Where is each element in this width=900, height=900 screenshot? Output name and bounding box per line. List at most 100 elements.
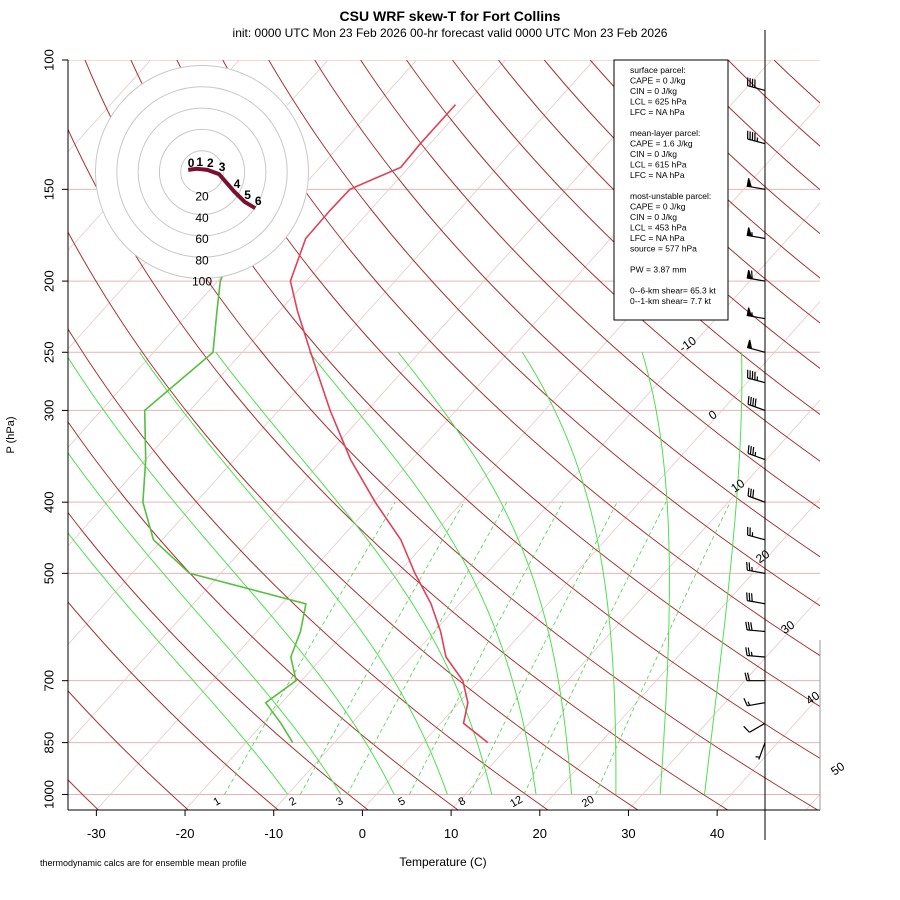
moist-adiabat <box>641 352 670 795</box>
dry-adiabat <box>406 60 820 462</box>
info-text: CIN = 0 J/kg <box>630 149 677 159</box>
mixing-ratio-label: 2 <box>287 795 298 808</box>
x-tick-label: 40 <box>710 826 724 841</box>
y-tick-label: 850 <box>41 732 56 754</box>
footnote: thermodynamic calcs are for ensemble mea… <box>40 858 247 868</box>
wind-barb <box>746 339 766 353</box>
isotherm <box>628 596 820 810</box>
wind-barb <box>746 307 766 320</box>
dry-adiabat <box>68 421 459 810</box>
info-text: LCL = 453 hPa <box>630 223 687 233</box>
isotherm-label: -10 <box>677 333 700 355</box>
hodograph-ring-label: 80 <box>195 253 209 267</box>
info-text: CAPE = 0 J/kg <box>630 76 686 86</box>
info-text: most-unstable parcel: <box>630 191 711 201</box>
info-text: LFC = NA hPa <box>630 107 685 117</box>
mixing-ratio-label: 20 <box>580 794 597 811</box>
dry-adiabat <box>68 128 729 810</box>
hodograph-ring-label: 40 <box>195 211 209 225</box>
hodograph-background <box>95 65 309 279</box>
mixing-ratio-label: 12 <box>508 794 525 811</box>
mixing-ratio-line <box>469 502 618 795</box>
wind-barb <box>746 178 766 190</box>
profile-line <box>142 238 307 744</box>
wind-barb <box>747 487 766 503</box>
moist-adiabat <box>138 352 448 795</box>
hodograph-label: 2 <box>207 156 214 170</box>
wind-barb <box>747 77 766 91</box>
wind-barb <box>746 269 766 282</box>
wind-barb <box>744 672 766 682</box>
hodograph-label: 5 <box>244 188 251 202</box>
mixing-ratio-line <box>299 502 465 795</box>
moist-adiabat <box>68 452 342 795</box>
hodograph-ring <box>116 86 288 258</box>
hodograph-label: 6 <box>255 194 262 208</box>
wind-barb <box>746 592 766 605</box>
dry-adiabat <box>773 60 820 104</box>
isotherm-label: 20 <box>753 547 772 566</box>
dry-adiabat <box>268 60 820 607</box>
moist-adiabat <box>704 352 743 795</box>
mixing-ratio-line <box>523 502 667 795</box>
moist-adiabat <box>308 351 537 795</box>
info-text: LCL = 615 hPa <box>630 160 687 170</box>
wind-barb <box>743 722 766 733</box>
y-tick-label: 250 <box>41 341 56 363</box>
chart-title: CSU WRF skew-T for Fort Collins <box>340 8 561 24</box>
mixing-ratio-label: 3 <box>334 795 345 808</box>
wind-barb <box>747 130 766 145</box>
wind-barb <box>743 698 766 707</box>
y-tick-label: 700 <box>41 670 56 692</box>
x-tick-label: -20 <box>176 826 195 841</box>
hodograph-label: 1 <box>196 155 203 169</box>
x-tick-label: -30 <box>87 826 106 841</box>
hodograph-trace <box>187 166 257 210</box>
dry-adiabat <box>314 60 820 558</box>
isotherm <box>362 300 820 810</box>
chart-subtitle: init: 0000 UTC Mon 23 Feb 2026 00-hr for… <box>233 26 668 40</box>
info-text: CAPE = 0 J/kg <box>630 202 686 212</box>
y-tick-label: 1000 <box>41 780 56 809</box>
x-tick-label: 0 <box>359 826 366 841</box>
isotherm <box>273 202 820 810</box>
wind-barb <box>755 742 766 760</box>
x-tick-label: 20 <box>533 826 547 841</box>
y-tick-label: 300 <box>41 400 56 422</box>
y-axis-label: P (hPa) <box>5 416 17 453</box>
info-text: PW = 3.87 mm <box>630 265 686 275</box>
wind-barb <box>745 647 766 658</box>
dry-adiabat <box>68 328 549 810</box>
wind-barb <box>747 526 766 541</box>
overlay: 1001502002503004005007008501000-10010203… <box>41 30 847 841</box>
hodograph-ring <box>95 65 309 279</box>
isotherm-label: 50 <box>828 759 847 778</box>
y-tick-label: 500 <box>41 562 56 584</box>
wind-barb <box>746 561 766 574</box>
dry-adiabat <box>68 601 279 810</box>
hodograph-ring <box>137 107 267 237</box>
wind-barb <box>747 369 766 384</box>
mixing-ratio-label: 5 <box>396 795 407 808</box>
mixing-ratio-line <box>409 502 564 795</box>
dry-adiabat <box>635 60 820 235</box>
info-text: CIN = 0 J/kg <box>630 212 677 222</box>
mixing-ratio-label: 8 <box>456 795 467 808</box>
wind-barb <box>747 445 766 461</box>
x-axis-label: Temperature (C) <box>399 855 486 869</box>
info-text: LFC = NA hPa <box>630 170 685 180</box>
dry-adiabat <box>498 60 820 370</box>
info-text: mean-layer parcel: <box>630 128 700 138</box>
mixing-ratio-line <box>224 501 396 795</box>
dry-adiabat <box>360 60 820 510</box>
info-box <box>613 59 729 321</box>
isotherm-label: 10 <box>728 476 747 495</box>
y-tick-label: 400 <box>41 491 56 513</box>
info-text: LFC = NA hPa <box>630 233 685 243</box>
wind-barb <box>746 227 766 240</box>
dry-adiabat <box>681 60 820 191</box>
hodograph-ring-label: 60 <box>195 232 209 246</box>
dry-adiabat <box>68 511 369 810</box>
